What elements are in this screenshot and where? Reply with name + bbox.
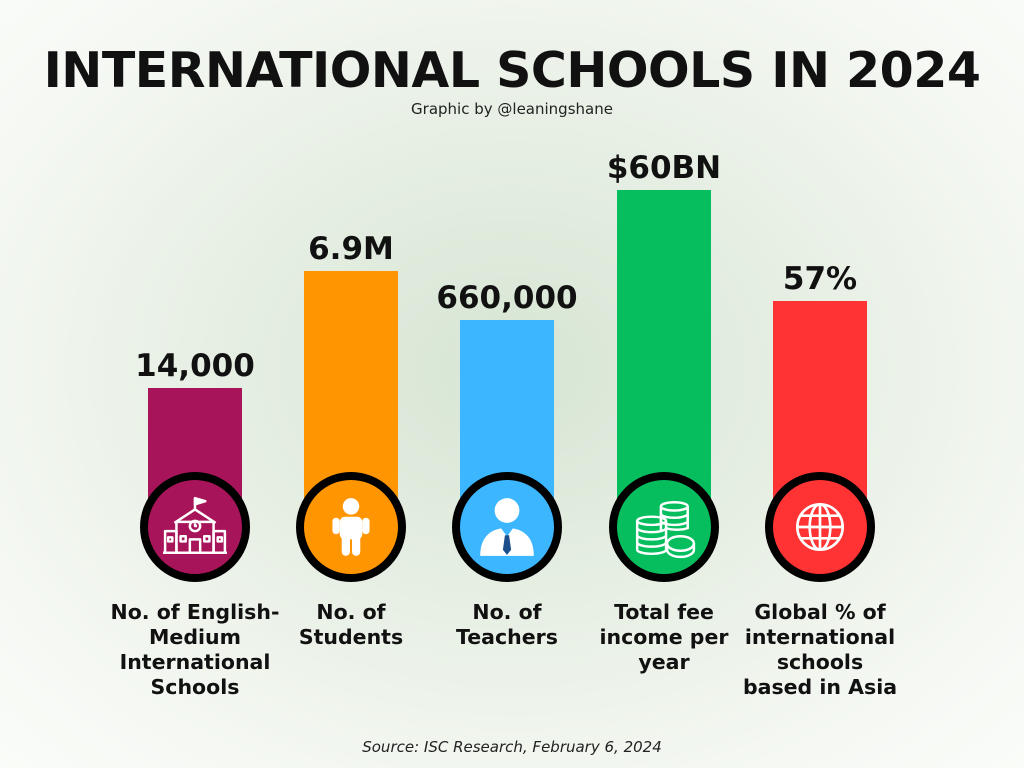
category-label-teachers: No. of Teachers <box>456 600 558 649</box>
school-building-icon <box>163 496 227 555</box>
globe-icon <box>795 502 845 552</box>
icon-badge-students <box>296 472 406 582</box>
value-label-asia-share: 57% <box>782 261 858 297</box>
category-label-students: No. of Students <box>298 600 404 649</box>
icon-badge-teachers <box>452 472 562 582</box>
value-label-teachers: 660,000 <box>436 280 578 316</box>
category-label-asia-share: Global % of international schools based … <box>742 600 898 699</box>
value-label-schools: 14,000 <box>135 348 255 384</box>
icon-badge-schools <box>140 472 250 582</box>
icon-badge-asia-share <box>765 472 875 582</box>
value-label-fee-income: $60BN <box>606 150 722 186</box>
value-label-students: 6.9M <box>308 231 394 267</box>
category-label-fee-income: Total fee income per year <box>599 600 729 674</box>
bar-students <box>304 271 398 505</box>
icon-badge-fee-income <box>609 472 719 582</box>
chart-title: INTERNATIONAL SCHOOLS IN 2024 <box>43 42 981 99</box>
teacher-icon <box>480 498 534 556</box>
bar-asia-share <box>773 301 867 505</box>
child-icon <box>332 498 370 556</box>
bar-total-fee-income <box>617 190 711 505</box>
category-label-schools: No. of English- Medium International Sch… <box>110 600 280 699</box>
source-note: Source: ISC Research, February 6, 2024 <box>362 738 662 756</box>
graphic-credit: Graphic by @leaningshane <box>411 100 613 118</box>
coins-icon <box>635 501 696 559</box>
